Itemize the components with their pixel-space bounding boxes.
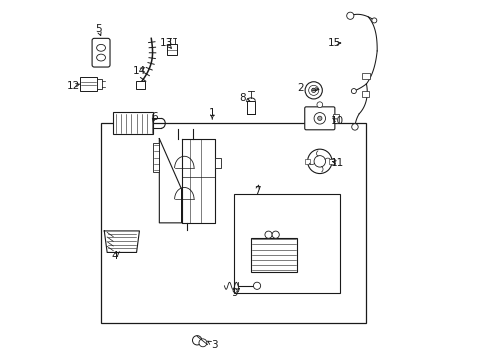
Bar bbox=[97, 79, 102, 89]
Circle shape bbox=[271, 231, 279, 238]
FancyBboxPatch shape bbox=[92, 39, 110, 67]
Text: 11: 11 bbox=[330, 158, 344, 168]
Circle shape bbox=[253, 282, 260, 289]
Circle shape bbox=[199, 339, 206, 347]
Circle shape bbox=[192, 336, 202, 345]
Bar bbox=[214, 158, 221, 168]
Text: 13: 13 bbox=[160, 38, 173, 48]
Text: 3: 3 bbox=[210, 340, 217, 350]
Text: 12: 12 bbox=[66, 81, 80, 91]
Circle shape bbox=[317, 116, 321, 121]
Bar bbox=[153, 143, 159, 172]
Circle shape bbox=[307, 149, 331, 174]
Circle shape bbox=[311, 88, 315, 93]
Circle shape bbox=[351, 89, 356, 94]
Text: 2: 2 bbox=[297, 83, 304, 93]
Text: 8: 8 bbox=[239, 93, 245, 103]
Bar bbox=[136, 81, 144, 89]
Text: 15: 15 bbox=[327, 38, 341, 48]
Text: 7: 7 bbox=[253, 186, 260, 196]
Text: 4: 4 bbox=[111, 251, 118, 261]
Ellipse shape bbox=[97, 54, 105, 61]
FancyBboxPatch shape bbox=[304, 107, 334, 130]
Circle shape bbox=[313, 156, 325, 167]
Circle shape bbox=[351, 124, 357, 130]
Bar bbox=[250, 238, 297, 273]
Text: 5: 5 bbox=[95, 24, 102, 34]
Text: 10: 10 bbox=[330, 116, 343, 126]
Circle shape bbox=[308, 85, 318, 95]
Bar bbox=[305, 159, 309, 163]
Ellipse shape bbox=[97, 44, 105, 51]
Bar bbox=[329, 159, 334, 163]
Text: 1: 1 bbox=[208, 108, 215, 118]
Bar bbox=[246, 101, 255, 114]
Circle shape bbox=[316, 102, 322, 108]
Circle shape bbox=[264, 231, 271, 238]
Text: 9: 9 bbox=[231, 288, 238, 298]
Bar bbox=[362, 91, 368, 97]
Circle shape bbox=[313, 113, 325, 124]
Bar bbox=[333, 114, 339, 123]
Text: 14: 14 bbox=[133, 66, 146, 76]
Bar bbox=[361, 73, 369, 79]
Text: 6: 6 bbox=[150, 112, 157, 122]
Circle shape bbox=[305, 82, 322, 99]
Circle shape bbox=[346, 12, 353, 19]
Bar bbox=[80, 77, 97, 91]
Bar bbox=[167, 44, 177, 55]
Bar bbox=[233, 194, 339, 293]
Bar bbox=[113, 112, 153, 134]
Bar bbox=[101, 123, 366, 323]
Circle shape bbox=[371, 18, 376, 23]
